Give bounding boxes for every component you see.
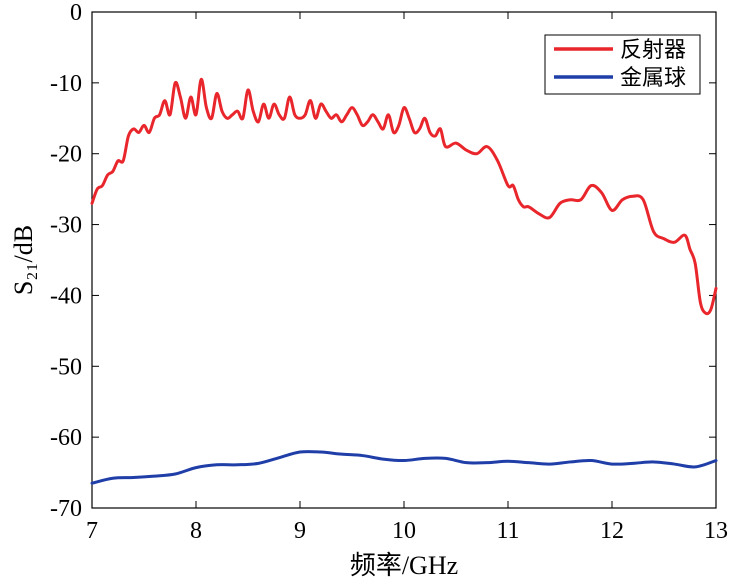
y-tick-label: -40 <box>50 283 82 309</box>
y-tick-label: 0 <box>70 0 82 26</box>
x-tick-label: 13 <box>704 518 728 544</box>
y-tick-label: -70 <box>50 496 82 522</box>
legend-label-metal-sphere: 金属球 <box>620 66 686 91</box>
y-axis-title: S₂₁/dB <box>9 225 38 295</box>
y-tick-label: -20 <box>50 142 82 168</box>
plot-area <box>91 11 717 509</box>
legend-box <box>544 34 701 95</box>
x-tick-label: 12 <box>600 518 624 544</box>
x-axis-ticks: 7 8 9 10 11 12 13 <box>86 12 728 544</box>
y-tick-label: -50 <box>50 354 82 380</box>
y-tick-label: -30 <box>50 213 82 239</box>
x-tick-label: 10 <box>392 518 416 544</box>
legend-label-reflector: 反射器 <box>620 38 686 63</box>
y-tick-label: -10 <box>50 71 82 97</box>
legend: 反射器 金属球 <box>544 34 701 95</box>
series-line-reflector <box>90 77 718 316</box>
series-line-metal-sphere <box>90 450 718 485</box>
y-tick-label: -60 <box>50 425 82 451</box>
series-layer <box>90 77 718 485</box>
x-tick-label: 7 <box>86 518 98 544</box>
x-tick-label: 11 <box>496 518 519 544</box>
x-tick-label: 9 <box>294 518 306 544</box>
x-axis-title: 频率/GHz <box>350 551 458 580</box>
x-tick-label: 8 <box>190 518 202 544</box>
y-axis-ticks: 0 -10 -20 -30 -40 -50 -60 -70 <box>50 0 716 522</box>
